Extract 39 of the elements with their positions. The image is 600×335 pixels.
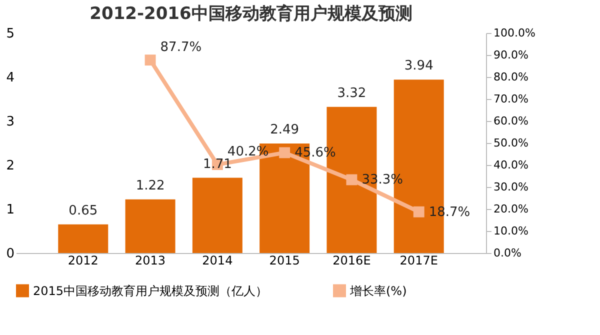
y2-tick-label: 0.0% (494, 246, 522, 260)
x-tick-label: 2017E (400, 254, 438, 268)
y2-tick-label: 60.0% (494, 114, 528, 128)
y-tick-label: 4 (6, 70, 14, 86)
y-tick-label: 0 (6, 246, 14, 262)
x-tick-label: 2014 (202, 254, 233, 268)
y2-tick-label: 70.0% (494, 92, 528, 106)
data-label: 3.32 (337, 86, 366, 101)
x-tick-label: 2016E (332, 254, 371, 268)
x-tick-label: 2013 (135, 254, 166, 268)
data-label: 0.65 (68, 203, 98, 218)
bar (192, 178, 242, 253)
point (144, 54, 156, 66)
chart-title: 2012-2016中国移动教育用户规模及预测 (90, 3, 412, 24)
point (346, 174, 358, 186)
y2-tick-label: 50.0% (494, 136, 528, 150)
x-tick-label: 2012 (68, 254, 98, 268)
y-tick-label: 3 (6, 114, 14, 130)
data-label: 2.49 (270, 122, 300, 138)
bar (125, 199, 176, 253)
legend-label: 增长率(%) (349, 284, 407, 298)
legend-label: 2015中国移动教育用户规模及预测（亿人） (33, 284, 268, 298)
data-label: 3.94 (404, 58, 434, 74)
y-tick-label: 2 (6, 158, 14, 174)
y2-tick-label: 100.0% (494, 26, 536, 40)
x-tick-label: 2015 (269, 254, 300, 268)
point (279, 147, 290, 158)
y2-tick-label: 10.0% (494, 224, 528, 238)
y2-tick-label: 90.0% (494, 48, 528, 62)
data-label: 1.22 (136, 178, 165, 194)
data-label: 87.7% (160, 40, 202, 56)
bar (58, 224, 108, 253)
y2-tick-label: 20.0% (494, 202, 528, 216)
y2-tick-label: 40.0% (494, 158, 528, 172)
point (413, 206, 424, 218)
y-tick-label: 5 (6, 26, 14, 42)
y2-tick-label: 30.0% (494, 180, 528, 194)
y-tick-label: 1 (6, 202, 14, 218)
y2-tick-label: 80.0% (494, 70, 528, 84)
